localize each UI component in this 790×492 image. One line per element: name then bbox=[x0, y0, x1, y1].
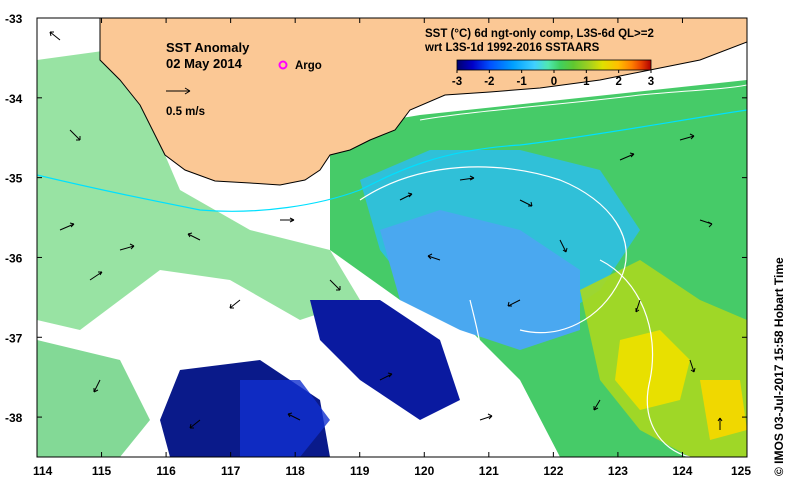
velocity-arrow bbox=[593, 399, 601, 411]
colorbar-tick-label: -3 bbox=[452, 76, 462, 88]
colorbar-tick-label: 3 bbox=[648, 76, 654, 88]
velocity-arrow bbox=[69, 129, 81, 141]
velocity-arrow bbox=[619, 152, 635, 161]
velocity-arrow bbox=[287, 412, 301, 421]
colorbar-tick-label: 0 bbox=[551, 76, 557, 88]
x-tick-label: 121 bbox=[479, 464, 499, 478]
colorbar-tick-label: -2 bbox=[484, 76, 494, 88]
sst-region-dark-blue-center bbox=[310, 300, 460, 420]
velocity-arrow bbox=[93, 379, 101, 393]
x-tick-label: 118 bbox=[286, 464, 306, 478]
velocity-arrow bbox=[119, 243, 135, 251]
sst-region-green-west bbox=[37, 50, 360, 330]
y-axis: -33-34-35-36-37-38 bbox=[5, 12, 747, 425]
sst-region-yellow-south bbox=[700, 380, 747, 440]
x-axis: 114 115 116 117 118 119 120 121 122 123 124 125 bbox=[33, 18, 751, 478]
colorbar-tick-label: 1 bbox=[583, 76, 590, 88]
sst-region-yellow-patches bbox=[615, 330, 690, 410]
x-tick-label: 122 bbox=[543, 464, 563, 478]
argo-marker-icon bbox=[278, 60, 288, 70]
velocity-arrow bbox=[479, 413, 493, 421]
x-tick-label: 120 bbox=[414, 464, 434, 478]
sst-contour-1 bbox=[359, 166, 627, 334]
argo-legend-label: Argo bbox=[295, 60, 322, 72]
map-title: SST Anomaly bbox=[166, 40, 250, 55]
velocity-arrow bbox=[280, 217, 295, 223]
y-tick-label: -38 bbox=[5, 411, 23, 425]
x-tick-label: 119 bbox=[350, 464, 370, 478]
x-tick-label: 115 bbox=[92, 464, 112, 478]
velocity-arrow bbox=[229, 299, 241, 309]
sst-region-blue-south bbox=[240, 380, 330, 457]
sst-field bbox=[37, 50, 747, 457]
velocity-arrow bbox=[59, 222, 75, 231]
velocity-arrow bbox=[559, 239, 568, 253]
shelf-contour bbox=[37, 109, 747, 212]
colorbar-tick-label: -1 bbox=[517, 76, 528, 88]
x-tick-label: 114 bbox=[33, 464, 53, 478]
velocity-arrow bbox=[399, 192, 413, 201]
velocity-arrow bbox=[689, 359, 696, 373]
velocity-arrow bbox=[187, 232, 201, 241]
x-tick-label: 125 bbox=[731, 464, 751, 478]
x-tick-label: 124 bbox=[672, 464, 692, 478]
velocity-arrow bbox=[427, 253, 441, 261]
velocity-arrow bbox=[507, 299, 521, 307]
velocity-arrow bbox=[189, 419, 201, 429]
colorbar-ticks: -3 -2 -1 0 1 2 3 bbox=[452, 70, 654, 88]
y-tick-label: -37 bbox=[5, 331, 23, 345]
vector-scale-label: 0.5 m/s bbox=[166, 106, 205, 118]
sst-contour-3 bbox=[599, 259, 691, 457]
velocity-arrow bbox=[519, 199, 533, 207]
velocity-arrow bbox=[717, 417, 723, 430]
sst-contour-4 bbox=[419, 84, 747, 121]
x-tick-label: 117 bbox=[221, 464, 241, 478]
velocity-arrow bbox=[679, 133, 695, 141]
y-tick-label: -34 bbox=[5, 92, 23, 106]
sst-contour-2 bbox=[469, 299, 485, 457]
velocity-arrow bbox=[459, 175, 475, 181]
y-tick-label: -36 bbox=[5, 251, 23, 265]
x-tick-label: 116 bbox=[156, 464, 176, 478]
velocity-arrow bbox=[89, 271, 103, 281]
velocity-arrow bbox=[329, 279, 341, 291]
vector-scale-arrowhead-icon bbox=[184, 87, 191, 95]
sst-region-light-blue bbox=[380, 210, 580, 350]
plot-frame bbox=[36, 17, 748, 458]
velocity-arrows bbox=[49, 31, 723, 430]
product-line-2: wrt L3S-1d 1992-2016 SSTAARS bbox=[424, 42, 600, 54]
velocity-arrow bbox=[699, 219, 713, 228]
credit-text: © IMOS 03-Jul-2017 15:58 Hobart Time bbox=[772, 257, 786, 476]
y-tick-label: -33 bbox=[5, 12, 23, 26]
velocity-arrow bbox=[49, 31, 61, 41]
sst-region-green-southwest bbox=[37, 340, 150, 457]
y-tick-label: -35 bbox=[5, 172, 23, 186]
velocity-arrow bbox=[635, 299, 641, 313]
colorbar bbox=[456, 59, 652, 71]
velocity-arrow bbox=[379, 372, 393, 381]
colorbar-tick-label: 2 bbox=[615, 76, 621, 88]
x-tick-label: 123 bbox=[608, 464, 628, 478]
map-date: 02 May 2014 bbox=[166, 56, 243, 71]
product-line-1: SST (°C) 6d ngt-only comp, L3S-6d QL>=2 bbox=[425, 28, 654, 40]
